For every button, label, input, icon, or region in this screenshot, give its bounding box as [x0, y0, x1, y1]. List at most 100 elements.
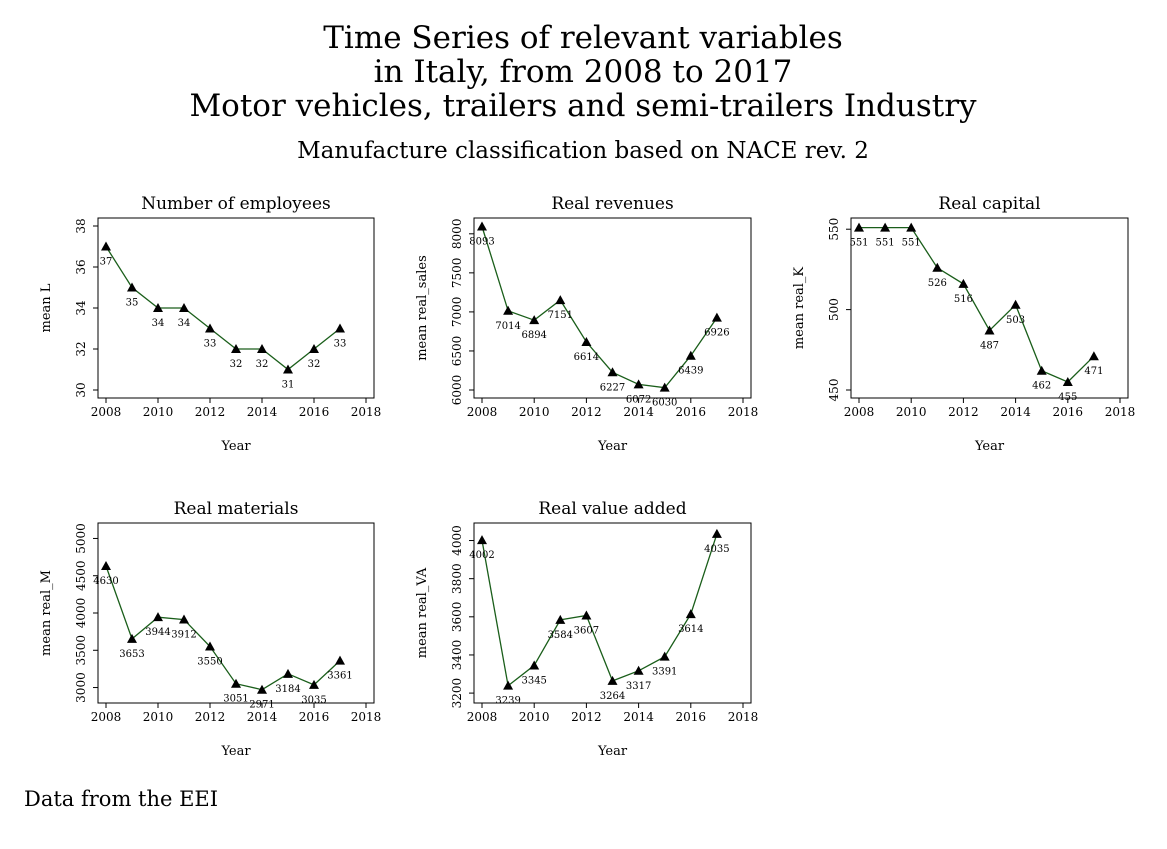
- data-label: 455: [1058, 392, 1077, 403]
- data-point-marker: [958, 278, 969, 288]
- data-point-marker: [659, 382, 670, 392]
- plot-frame: [97, 217, 375, 399]
- data-point-marker: [880, 222, 891, 232]
- y-tick-label: 3000: [74, 672, 88, 703]
- data-label: 32: [230, 359, 243, 370]
- data-point-marker: [581, 337, 592, 347]
- x-tick-label: 2018: [351, 710, 382, 724]
- y-tick-label: 5000: [74, 523, 88, 554]
- y-tick-label: 450: [827, 379, 841, 402]
- x-tick-label: 2008: [467, 405, 498, 419]
- data-point-marker: [153, 303, 163, 312]
- data-point-marker: [581, 610, 592, 620]
- y-tick-label: 7000: [450, 297, 464, 328]
- data-point-marker: [711, 312, 722, 322]
- y-tick-label: 6000: [450, 375, 464, 406]
- x-tick-label: 2018: [728, 710, 759, 724]
- chart-panel-2: Real revenues 2008 2010 2012 2014 2016 2018 Yea…: [415, 194, 758, 454]
- data-label: 503: [1006, 315, 1025, 326]
- x-tick-label: 2014: [1000, 405, 1031, 419]
- x-tick-label: 2010: [896, 405, 927, 419]
- series-line: [481, 533, 718, 687]
- panel-title: Real materials: [174, 499, 299, 519]
- y-tick-label: 36: [74, 259, 88, 274]
- data-label: 31: [282, 380, 295, 391]
- data-label: 3184: [275, 684, 300, 695]
- data-point-marker: [335, 655, 345, 665]
- data-point-marker: [607, 675, 618, 685]
- x-tick-label: 2008: [844, 405, 875, 419]
- data-point-marker: [153, 612, 163, 622]
- y-tick-label: 550: [827, 218, 841, 241]
- x-tick-label: 2010: [519, 405, 550, 419]
- data-point-marker: [309, 344, 319, 353]
- data-label: 3912: [171, 630, 196, 641]
- data-label: 6227: [600, 382, 625, 393]
- y-tick-label: 4000: [450, 525, 464, 556]
- panels: Number of employees 2008 2010 2012 2014 2016 2…: [39, 194, 1135, 759]
- x-tick-label: 2010: [519, 710, 550, 724]
- data-point-marker: [231, 678, 241, 688]
- x-tick-label: 2014: [247, 405, 278, 419]
- data-point-marker: [503, 305, 514, 315]
- chart-panel-5: Real value added 2008 2010 2012 2014 2016 2018…: [415, 499, 758, 759]
- data-label: 526: [928, 278, 947, 289]
- y-tick-label: 6500: [450, 336, 464, 367]
- data-point-marker: [685, 350, 696, 360]
- y-tick-label: 4000: [74, 598, 88, 629]
- plot-frame: [473, 522, 752, 704]
- data-label: 33: [334, 339, 347, 350]
- y-tick-label: 34: [74, 300, 88, 316]
- data-label: 6926: [704, 328, 729, 339]
- data-label: 35: [126, 298, 139, 309]
- data-label: 6614: [574, 352, 599, 363]
- y-tick-label: 38: [74, 218, 88, 233]
- data-point-marker: [179, 614, 189, 624]
- x-tick-label: 2016: [676, 710, 707, 724]
- title-line-3: Motor vehicles, trailers and semi-traile…: [189, 88, 977, 124]
- data-label: 471: [1084, 366, 1103, 377]
- x-tick-label: 2016: [299, 710, 330, 724]
- data-label: 6072: [626, 394, 651, 405]
- data-point-marker: [283, 668, 293, 678]
- x-tick-label: 2012: [195, 405, 226, 419]
- subtitle: Manufacture classification based on NACE…: [297, 138, 869, 164]
- data-point-marker: [283, 364, 293, 374]
- data-point-marker: [257, 684, 267, 694]
- data-label: 3584: [548, 630, 573, 641]
- data-point-marker: [1088, 351, 1099, 361]
- x-tick-label: 2010: [143, 710, 174, 724]
- x-tick-label: 2016: [1053, 405, 1084, 419]
- y-axis-title: mean real_VA: [415, 567, 430, 658]
- y-tick-label: 30: [74, 382, 88, 397]
- y-axis-title: mean real_K: [792, 267, 807, 350]
- y-tick-label: 8000: [450, 219, 464, 250]
- y-tick-label: 32: [74, 341, 88, 356]
- data-point-marker: [1010, 299, 1021, 309]
- data-label: 3035: [301, 695, 326, 706]
- data-point-marker: [1062, 376, 1073, 386]
- x-tick-label: 2008: [91, 710, 122, 724]
- plot-frame: [473, 217, 752, 399]
- data-point-marker: [179, 303, 189, 312]
- data-point-marker: [101, 241, 111, 251]
- data-point-marker: [335, 323, 345, 333]
- data-label: 3607: [574, 625, 599, 636]
- panel-title: Number of employees: [141, 194, 331, 214]
- data-label: 551: [849, 238, 868, 249]
- data-point-marker: [659, 651, 670, 661]
- data-point-marker: [477, 221, 487, 231]
- data-point-marker: [257, 344, 267, 353]
- data-label: 3653: [119, 649, 144, 660]
- y-tick-label: 500: [827, 298, 841, 321]
- data-label: 3614: [678, 624, 703, 635]
- data-point-marker: [127, 282, 137, 292]
- data-label: 8093: [469, 237, 494, 248]
- data-point-marker: [633, 665, 644, 675]
- data-point-marker: [529, 660, 540, 670]
- data-label: 34: [152, 318, 165, 329]
- y-tick-label: 3200: [450, 678, 464, 709]
- data-point-marker: [555, 295, 566, 305]
- x-tick-label: 2012: [195, 710, 226, 724]
- data-point-marker: [1036, 365, 1047, 375]
